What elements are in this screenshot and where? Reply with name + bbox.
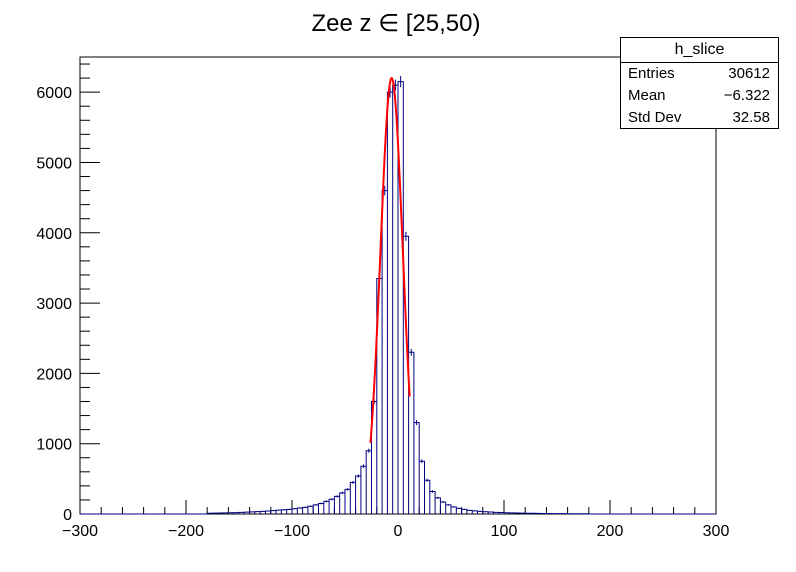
y-tick-label: 3000 [36, 296, 72, 313]
chart-title: Zee z ∈ [25,50) [312, 10, 481, 37]
stats-label: Mean [628, 87, 666, 104]
y-tick-label: 1000 [36, 437, 72, 454]
histogram-series [80, 76, 716, 515]
stats-row-mean: Mean −6.322 [621, 85, 778, 107]
x-tick-label: −100 [274, 523, 310, 540]
stats-row-std-dev: Std Dev 32.58 [621, 107, 778, 129]
stats-value: −6.322 [723, 87, 770, 104]
x-axis: −300 −200 −100 0 100 200 300 [62, 500, 729, 540]
x-tick-label: −300 [62, 523, 98, 540]
y-tick-label: 0 [63, 507, 72, 524]
y-tick-label: 2000 [36, 366, 72, 383]
x-tick-label: 300 [703, 523, 730, 540]
gaussian-fit-curve [369, 76, 411, 444]
stats-box: h_slice Entries 30612 Mean −6.322 Std De… [620, 37, 779, 129]
stats-value: 32.58 [732, 109, 770, 126]
gaussian-fit-series [369, 76, 411, 444]
stats-label: Std Dev [628, 109, 682, 126]
y-tick-label: 6000 [36, 85, 72, 102]
histogram-outline [80, 81, 716, 515]
x-tick-label: −200 [168, 523, 204, 540]
x-tick-label: 200 [597, 523, 624, 540]
y-axis: 0 1000 2000 3000 4000 5000 6000 [36, 63, 100, 524]
stats-label: Entries [628, 65, 675, 82]
stats-title: h_slice [621, 38, 778, 63]
x-tick-label: 0 [394, 523, 403, 540]
y-tick-label: 4000 [36, 226, 72, 243]
stats-value: 30612 [728, 65, 770, 82]
y-tick-label: 5000 [36, 155, 72, 172]
stats-row-entries: Entries 30612 [621, 63, 778, 85]
x-tick-label: 100 [491, 523, 518, 540]
